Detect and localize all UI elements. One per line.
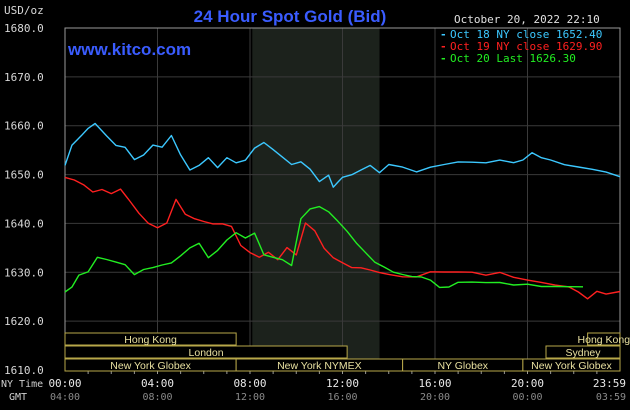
x-tick-label-gmt: 00:00 [512,392,542,403]
session-label: Hong Kong [124,334,177,346]
nymex-session-shade [252,28,380,370]
series-line [64,122,621,188]
chart-title: 24 Hour Spot Gold (Bid) [194,7,387,26]
series-line [64,176,621,300]
session-bar [64,345,348,359]
x-tick-label-ny: 12:00 [326,377,359,390]
x-tick-label-ny: 04:00 [141,377,174,390]
y-axis-tick-labels: 1680.0 1670.0 1660.0 1650.0 1640.0 1630.0 1620… [4,22,44,377]
legend-marker-oct19: - [440,40,447,53]
session-bar [545,345,621,359]
x-tick-label-ny: 20:00 [511,377,544,390]
session-label: NY Globex [437,360,488,372]
session-label: New York NYMEX [277,360,362,372]
y-tick-label: 1620.0 [4,315,44,328]
y-tick-label: 1660.0 [4,120,44,133]
x-tick-label-ny: 08:00 [233,377,266,390]
legend-oct18: Oct 18 NY close 1652.40 [450,28,602,41]
legend-oct19: Oct 19 NY close 1629.90 [450,40,602,53]
session-label: Hong Kong [578,334,630,346]
x-tick-label-gmt: 16:00 [327,392,357,403]
x-tick-label-gmt: 12:00 [235,392,265,403]
x-tick-label-ny: 23:59 [593,377,626,390]
session-bar [522,358,621,372]
legend-marker-oct18: - [440,28,447,41]
x-tick-label-gmt: 03:59 [596,392,626,403]
y-tick-label: 1680.0 [4,22,44,35]
kitco-watermark: www.kitco.com [67,40,191,59]
legend-oct20: Oct 20 Last 1626.30 [450,52,576,65]
series-line [64,205,584,293]
x-tick-label-ny: 16:00 [418,377,451,390]
y-tick-label: 1610.0 [4,364,44,377]
y-tick-label: 1640.0 [4,217,44,230]
x-tick-label-gmt: 08:00 [142,392,172,403]
x-axis-label-ny: NY Time [1,379,43,390]
session-bar [587,332,621,346]
chart-timestamp: October 20, 2022 22:10 [454,13,600,26]
legend-marker-oct20: - [440,52,447,65]
x-axis-tick-labels: 00:00 04:00 04:00 08:00 08:00 12:00 12:00 16:00… [48,377,626,403]
session-label: London [189,347,224,359]
session-label: New York Globex [110,360,191,372]
y-tick-label: 1650.0 [4,169,44,182]
x-axis-label-gmt: GMT [9,392,27,403]
session-label: New York Globex [531,360,612,372]
x-tick-label-gmt: 04:00 [50,392,80,403]
y-unit-label: USD/oz [4,4,44,17]
session-bar [64,332,237,346]
legend: - Oct 18 NY close 1652.40 - Oct 19 NY cl… [440,28,602,65]
y-tick-label: 1670.0 [4,71,44,84]
y-tick-label: 1630.0 [4,266,44,279]
session-label: Sydney [565,347,601,359]
series-lines [64,122,621,300]
x-tick-label-ny: 00:00 [48,377,81,390]
x-tick-label-gmt: 20:00 [420,392,450,403]
